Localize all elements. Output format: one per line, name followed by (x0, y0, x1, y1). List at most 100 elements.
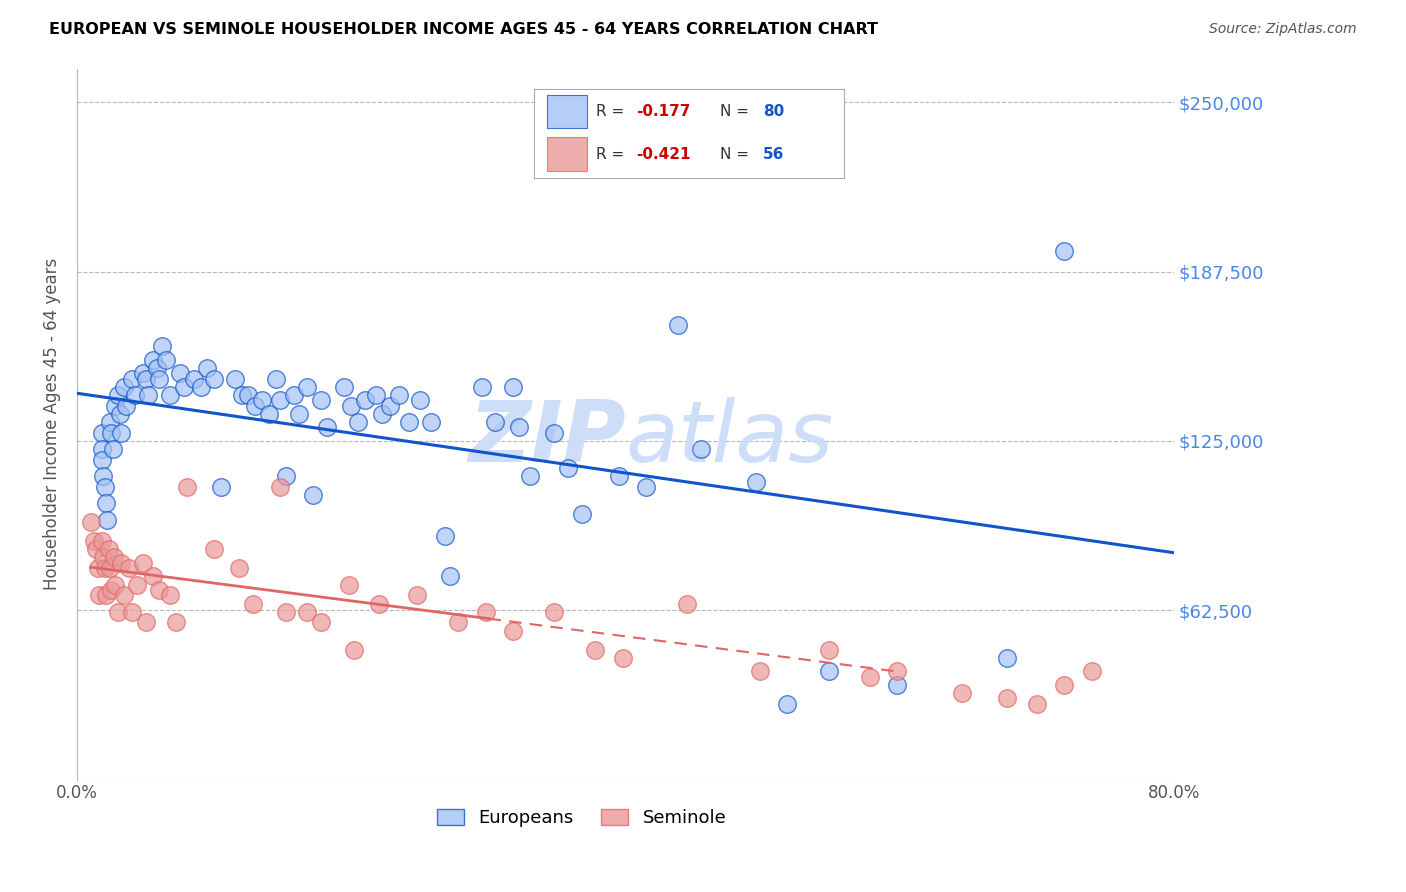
Point (543, 605, 565, 619)
Point (224, 372, 246, 386)
Point (228, 561, 250, 575)
Point (508, 420, 530, 434)
Point (94, 496, 117, 510)
Point (169, 366, 191, 380)
Point (378, 399, 401, 413)
Point (571, 507, 593, 521)
Point (471, 380, 494, 394)
Point (433, 529, 456, 543)
Point (165, 615, 187, 630)
Point (398, 415, 420, 429)
Point (110, 556, 132, 570)
Point (364, 388, 387, 402)
Bar (547, 137, 586, 171)
Point (250, 393, 273, 408)
Point (1081, 665, 1104, 679)
Point (107, 605, 129, 619)
Legend: Europeans, Seminole: Europeans, Seminole (430, 802, 734, 835)
Point (93, 561, 115, 575)
Point (817, 665, 839, 679)
Point (745, 475, 768, 489)
Point (176, 480, 198, 494)
Point (83, 534, 105, 549)
Point (886, 678, 908, 692)
Point (90, 425, 112, 440)
Point (112, 588, 135, 602)
Point (96, 512, 118, 526)
Point (98, 561, 121, 575)
Point (94, 588, 117, 602)
Point (297, 380, 319, 394)
Point (1053, 678, 1076, 692)
Point (302, 488, 325, 502)
Point (502, 380, 524, 394)
Point (666, 318, 689, 332)
Point (141, 569, 163, 583)
Point (557, 461, 579, 475)
Point (245, 399, 267, 413)
Point (104, 399, 127, 413)
Point (97, 542, 120, 557)
Point (776, 697, 799, 711)
Point (484, 415, 506, 429)
Point (269, 480, 291, 494)
Point (439, 569, 461, 583)
Point (337, 577, 360, 591)
Point (100, 425, 122, 440)
Point (817, 642, 839, 657)
Point (269, 393, 291, 408)
Point (995, 691, 1018, 706)
Point (886, 665, 908, 679)
Point (159, 588, 181, 602)
Point (238, 388, 260, 402)
Point (90, 442, 112, 457)
Y-axis label: Householder Income Ages 45 - 64 years: Householder Income Ages 45 - 64 years (44, 258, 60, 591)
Point (519, 469, 541, 483)
Point (90, 453, 112, 467)
Point (607, 469, 630, 483)
Point (124, 388, 146, 402)
Point (502, 624, 524, 638)
Point (202, 372, 225, 386)
Point (148, 582, 170, 597)
Point (141, 352, 163, 367)
Point (309, 393, 332, 408)
Point (90, 534, 112, 549)
Point (447, 615, 470, 630)
Point (1053, 244, 1076, 259)
Point (121, 605, 143, 619)
Text: ZIP: ZIP (468, 397, 626, 480)
Point (108, 407, 131, 421)
Text: EUROPEAN VS SEMINOLE HOUSEHOLDER INCOME AGES 45 - 64 YEARS CORRELATION CHART: EUROPEAN VS SEMINOLE HOUSEHOLDER INCOME … (49, 22, 879, 37)
Text: N =: N = (720, 104, 754, 119)
Point (612, 650, 634, 665)
Point (112, 380, 135, 394)
Point (150, 339, 173, 353)
Point (636, 480, 658, 494)
Point (127, 577, 149, 591)
Point (419, 415, 441, 429)
Point (148, 372, 170, 386)
Text: -0.421: -0.421 (637, 147, 690, 161)
Point (209, 480, 232, 494)
Point (91, 469, 114, 483)
Point (183, 372, 205, 386)
Point (173, 380, 195, 394)
Point (87, 588, 110, 602)
Bar (547, 95, 586, 128)
Point (257, 407, 280, 421)
Point (583, 642, 606, 657)
Point (101, 442, 124, 457)
Point (333, 380, 356, 394)
Point (950, 686, 973, 700)
Point (231, 388, 253, 402)
Point (406, 588, 429, 602)
Point (274, 605, 297, 619)
Point (315, 420, 337, 434)
Point (103, 550, 125, 565)
Point (100, 582, 122, 597)
Text: 56: 56 (763, 147, 785, 161)
Point (202, 542, 225, 557)
Point (190, 380, 212, 394)
Point (297, 605, 319, 619)
